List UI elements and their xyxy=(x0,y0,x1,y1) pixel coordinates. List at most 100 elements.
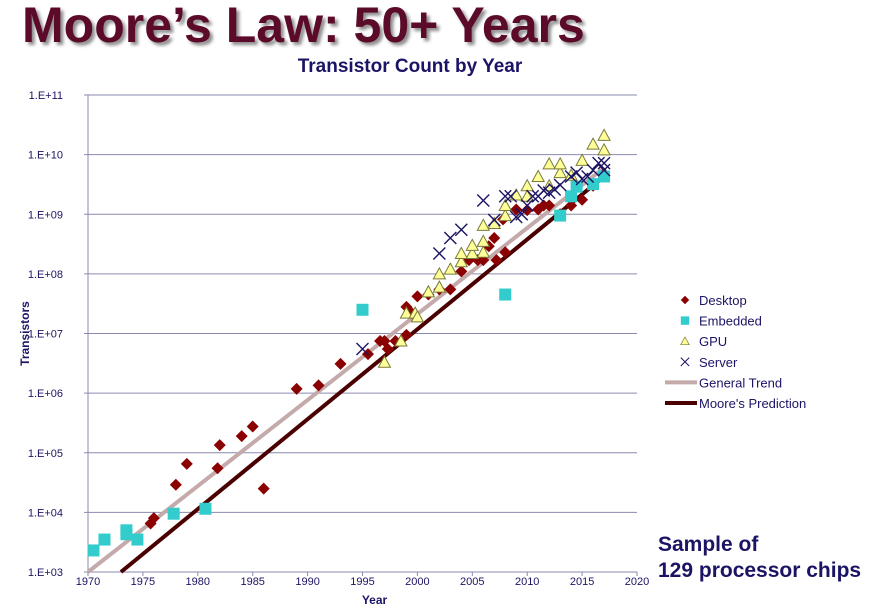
desktop-point xyxy=(499,246,512,259)
gpu-point xyxy=(465,246,480,259)
x-tick-label: 2000 xyxy=(405,576,429,588)
y-tick-label: 1.E+08 xyxy=(28,269,63,281)
y-axis-ticks: 1.E+03 1.E+04 1.E+05 1.E+06 1.E+07 1.E+08 1.E+… xyxy=(28,90,88,579)
desktop-point xyxy=(334,357,347,370)
desktop-point xyxy=(147,512,160,525)
desktop-point xyxy=(235,430,248,443)
y-tick-label: 1.E+05 xyxy=(28,448,63,460)
desktop-point xyxy=(455,265,468,278)
gpu-point xyxy=(377,355,392,368)
server-point xyxy=(515,207,529,221)
y-tick-label: 1.E+06 xyxy=(28,388,63,400)
gpu-point xyxy=(421,284,436,298)
server-point xyxy=(504,189,518,203)
embedded-point xyxy=(499,288,512,301)
gpu-point xyxy=(394,333,408,347)
desktop-point xyxy=(576,193,589,206)
legend-label: Moore's Prediction xyxy=(699,396,806,411)
desktop-point xyxy=(211,462,224,475)
gpu-point xyxy=(476,234,491,247)
embedded-point xyxy=(98,533,111,546)
y-tick-label: 1.E+04 xyxy=(28,507,63,519)
y-tick-label: 1.E+07 xyxy=(28,329,63,341)
legend-square-swatch xyxy=(680,316,690,325)
y-tick-label: 1.E+09 xyxy=(28,209,63,221)
embedded-point xyxy=(167,507,180,520)
server-point xyxy=(476,194,490,208)
desktop-point xyxy=(543,199,556,212)
embedded-point xyxy=(131,533,144,546)
gpu-point xyxy=(597,128,611,141)
embedded-point xyxy=(199,502,212,515)
embedded-point xyxy=(554,209,567,222)
server-point xyxy=(526,189,540,203)
caption-line-2: 129 processor chips xyxy=(658,559,862,582)
desktop-point xyxy=(381,342,394,355)
embedded-point xyxy=(570,180,583,193)
desktop-point xyxy=(411,290,424,303)
x-tick-label: 1975 xyxy=(131,576,155,588)
server-point xyxy=(356,342,369,356)
server-point xyxy=(592,156,606,170)
x-tick-label: 2020 xyxy=(625,576,649,588)
x-tick-label: 2005 xyxy=(460,576,484,588)
embedded-point xyxy=(565,190,578,203)
gpu-point xyxy=(575,153,589,166)
desktop-point xyxy=(490,254,503,267)
general-trendline xyxy=(86,166,606,574)
legend-triangle-swatch xyxy=(680,336,690,346)
gpu-point xyxy=(410,309,425,323)
chart-title: Transistor Count by Year xyxy=(297,56,523,77)
server-point xyxy=(432,246,446,260)
gpu-point xyxy=(432,266,447,280)
desktop-point xyxy=(312,379,325,392)
x-tick-label: 1980 xyxy=(186,576,210,588)
gridlines xyxy=(88,94,637,573)
desktop-point xyxy=(565,199,578,212)
legend-marker-group xyxy=(680,295,690,305)
gpu-point xyxy=(531,169,546,182)
x-axis-ticks: 1970 1975 1980 1985 1990 1995 2000 2005 2010 2015… xyxy=(76,572,649,588)
legend-diamond-swatch xyxy=(680,295,690,305)
legend-label: Desktop xyxy=(699,293,747,308)
desktop-point xyxy=(257,482,270,495)
gpu-point xyxy=(454,246,469,259)
data-points xyxy=(87,128,611,557)
server-point xyxy=(498,189,512,203)
legend-label: General Trend xyxy=(699,375,782,390)
slide-title: Moore’s Law: 50+ Years xyxy=(22,0,585,53)
gpu-point xyxy=(553,165,567,179)
server-point xyxy=(520,199,534,213)
legend-label: GPU xyxy=(699,334,727,349)
legend-marker-group xyxy=(680,357,690,367)
desktop-point xyxy=(180,457,193,470)
desktop-point xyxy=(290,382,303,395)
server-point xyxy=(454,223,468,237)
legend-marker-group xyxy=(680,316,690,325)
y-tick-label: 1.E+03 xyxy=(28,567,63,579)
y-tick-label: 1.E+10 xyxy=(28,150,63,162)
server-point xyxy=(553,178,567,192)
legend-label: Embedded xyxy=(699,314,762,329)
gpu-point xyxy=(465,238,480,251)
legend-x-swatch xyxy=(680,357,690,367)
embedded-point xyxy=(87,544,100,557)
server-point xyxy=(586,163,600,177)
gpu-point xyxy=(553,156,567,170)
server-point xyxy=(564,169,578,183)
desktop-point xyxy=(246,420,259,433)
embedded-point xyxy=(356,303,369,316)
gpu-point xyxy=(476,245,491,258)
legend-marker-group xyxy=(680,336,690,346)
desktop-point xyxy=(400,328,413,341)
x-tick-label: 2015 xyxy=(570,576,594,588)
gpu-point xyxy=(454,254,469,268)
caption-line-1: Sample of xyxy=(658,533,759,556)
server-point xyxy=(597,163,611,177)
x-tick-label: 1990 xyxy=(295,576,319,588)
x-tick-label: 2010 xyxy=(515,576,539,588)
desktop-point xyxy=(488,231,501,244)
desktop-point xyxy=(169,478,182,491)
gpu-point xyxy=(399,306,414,319)
